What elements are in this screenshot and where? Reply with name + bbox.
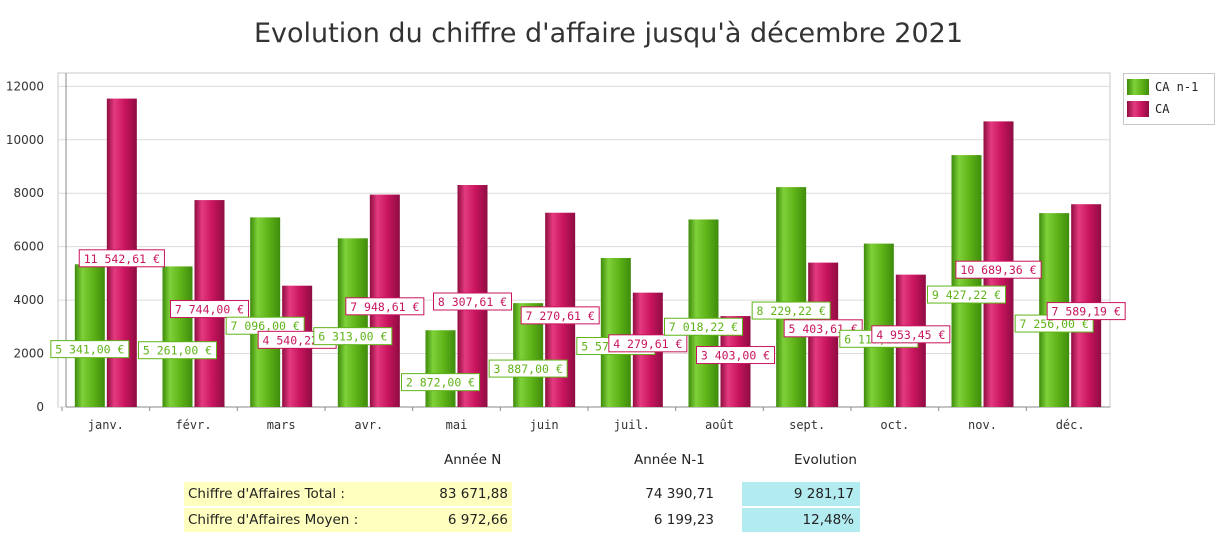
data-label-box-ca-n1-7 <box>664 317 743 336</box>
bar-ca-n1-4 <box>425 330 456 407</box>
data-label-box-ca-n1-0 <box>50 340 130 359</box>
row-average-year-n: 6 972,66 <box>422 508 512 532</box>
x-tick-label-4: mai <box>446 418 468 432</box>
row-total-year-n1: 74 390,71 <box>645 486 714 502</box>
data-label-box-ca-3 <box>345 297 425 316</box>
data-label-ca-9: 4 953,45 € <box>876 328 945 342</box>
legend-swatch-ca <box>1127 101 1149 117</box>
data-label-ca-n1-7: 7 018,22 € <box>669 320 738 334</box>
data-label-box-ca-1 <box>170 300 249 319</box>
header-evolution: Evolution <box>794 452 857 468</box>
bar-ca-n1-9 <box>863 243 894 407</box>
x-tick-label-8: sept. <box>789 418 825 432</box>
y-tick-label-12000: 12000 <box>6 79 44 93</box>
y-tick-label-6000: 6000 <box>13 240 44 254</box>
legend-label-ca: CA <box>1155 102 1170 116</box>
x-tick-label-10: nov. <box>968 418 997 432</box>
x-tick-label-1: févr. <box>175 418 211 432</box>
legend-label-ca-n1: CA n-1 <box>1155 80 1199 94</box>
data-label-box-ca-n1-3 <box>313 327 393 346</box>
data-label-box-ca-7 <box>696 346 775 365</box>
data-label-ca-6: 4 279,61 € <box>613 337 682 351</box>
row-total-evolution: 9 281,17 <box>742 482 860 506</box>
header-year-n: Année N <box>444 452 502 468</box>
chart-legend: CA n-1 CA <box>1123 73 1215 125</box>
data-label-ca-n1-8: 8 229,22 € <box>757 304 826 318</box>
x-tick-label-6: juil. <box>614 418 650 432</box>
x-tick-label-11: déc. <box>1056 418 1085 432</box>
x-tick-label-9: oct. <box>880 418 909 432</box>
data-label-ca-n1-10: 9 427,22 € <box>932 288 1001 302</box>
data-label-ca-11: 7 589,19 € <box>1052 305 1121 319</box>
data-label-box-ca-n1-5 <box>488 359 568 378</box>
row-average-label: Chiffre d'Affaires Moyen : <box>184 508 426 532</box>
data-label-ca-4: 8 307,61 € <box>438 295 507 309</box>
data-label-box-ca-6 <box>608 334 688 353</box>
row-average-year-n1: 6 199,23 <box>653 512 714 528</box>
x-tick-label-0: janv. <box>88 418 124 432</box>
bar-chart: 0 2000 4000 6000 8000 10000 12000 janv. févr. mar… <box>6 72 1126 432</box>
data-label-box-ca-n1-1 <box>138 341 217 360</box>
bar-ca-n1-8 <box>776 187 807 407</box>
data-label-ca-5: 7 270,61 € <box>526 309 595 323</box>
bar-ca-n1-7 <box>688 219 719 407</box>
data-label-ca-n1-11: 7 256,00 € <box>1020 317 1089 331</box>
data-label-ca-n1-0: 5 341,00 € <box>55 343 124 357</box>
y-tick-label-2000: 2000 <box>13 347 44 361</box>
bar-ca-n1-10 <box>951 155 982 407</box>
y-tick-label-0: 0 <box>36 400 44 414</box>
x-tick-label-3: avr. <box>354 418 383 432</box>
data-label-ca-7: 3 403,00 € <box>701 349 770 363</box>
data-label-box-ca-4 <box>433 292 512 311</box>
chart-title: Evolution du chiffre d'affaire jusqu'à d… <box>253 18 964 49</box>
legend-item-ca: CA <box>1127 100 1214 118</box>
data-label-box-ca-0 <box>78 249 165 268</box>
bar-ca-n1-3 <box>337 238 368 407</box>
data-label-box-ca-11 <box>1046 302 1126 321</box>
data-label-box-ca-n1-8 <box>751 301 831 320</box>
row-total-label: Chiffre d'Affaires Total : <box>184 482 426 506</box>
header-year-n1: Année N-1 <box>634 452 705 468</box>
x-tick-label-2: mars <box>267 418 296 432</box>
y-tick-label-4000: 4000 <box>13 293 44 307</box>
y-tick-label-8000: 8000 <box>13 186 44 200</box>
data-label-box-ca-n1-10 <box>927 285 1006 304</box>
data-label-box-ca-5 <box>520 306 600 325</box>
bar-ca-n1-0 <box>74 264 105 407</box>
data-label-ca-n1-3: 6 313,00 € <box>318 330 387 344</box>
data-label-ca-3: 7 948,61 € <box>350 300 419 314</box>
bar-ca-n1-1 <box>162 266 193 407</box>
data-label-ca-n1-5: 3 887,00 € <box>494 362 563 376</box>
data-label-box-ca-n1-4 <box>401 373 480 392</box>
data-label-ca-n1-4: 2 872,00 € <box>406 376 475 390</box>
bar-ca-n1-6 <box>600 258 631 407</box>
y-tick-label-10000: 10000 <box>6 133 44 147</box>
data-label-box-ca-10 <box>955 260 1042 279</box>
data-label-ca-n1-1: 5 261,00 € <box>143 344 212 358</box>
data-label-ca-n1-2: 7 096,00 € <box>231 319 300 333</box>
legend-item-ca-n1: CA n-1 <box>1127 78 1214 96</box>
data-label-box-ca-9 <box>871 325 951 344</box>
legend-swatch-ca-n1 <box>1127 79 1149 95</box>
data-label-ca-1: 7 744,00 € <box>175 303 244 317</box>
row-average-evolution: 12,48% <box>742 508 860 532</box>
row-total-year-n: 83 671,88 <box>422 482 512 506</box>
data-label-ca-10: 10 689,36 € <box>960 263 1036 277</box>
data-label-ca-0: 11 542,61 € <box>84 252 160 266</box>
x-tick-label-5: juin <box>530 418 559 432</box>
x-tick-label-7: août <box>705 418 734 432</box>
bar-ca-n1-2 <box>250 217 281 407</box>
